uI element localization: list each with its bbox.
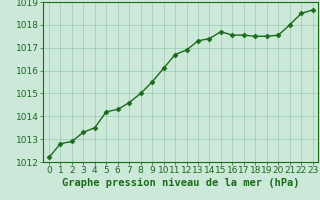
X-axis label: Graphe pression niveau de la mer (hPa): Graphe pression niveau de la mer (hPa) [62, 178, 300, 188]
